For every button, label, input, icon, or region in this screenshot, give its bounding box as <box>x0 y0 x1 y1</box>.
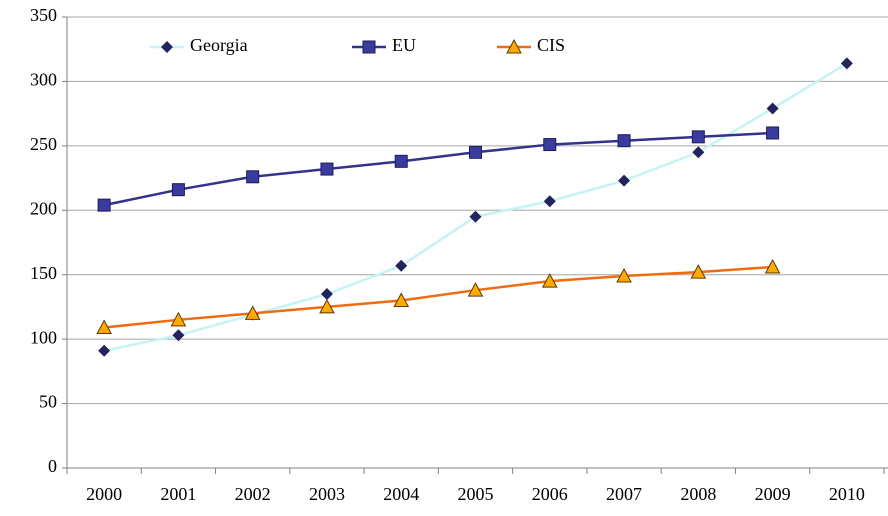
legend-marker <box>161 41 173 53</box>
series-line <box>103 131 773 207</box>
data-point <box>393 292 410 307</box>
legend-marker <box>362 40 376 54</box>
x-tick-label: 2004 <box>383 484 419 504</box>
data-point <box>98 344 111 357</box>
x-tick-label: 2000 <box>86 484 122 504</box>
data-point <box>320 162 334 176</box>
x-tick-label: 2008 <box>680 484 716 504</box>
data-point <box>766 126 780 140</box>
data-point <box>171 183 185 197</box>
data-point <box>690 264 707 279</box>
data-point <box>617 134 631 148</box>
x-tick-label: 2003 <box>309 484 345 504</box>
data-point <box>618 174 631 187</box>
y-tick-label: 0 <box>48 456 57 476</box>
y-tick-label: 50 <box>39 392 57 412</box>
x-tick-label: 2010 <box>829 484 865 504</box>
x-tick-label: 2002 <box>235 484 271 504</box>
series-line <box>103 62 848 352</box>
data-point <box>541 273 558 288</box>
y-tick-label: 250 <box>30 134 57 154</box>
y-tick-label: 300 <box>30 70 57 90</box>
data-point <box>469 210 482 223</box>
data-point <box>766 102 779 115</box>
legend-label: Georgia <box>190 35 248 55</box>
data-point <box>395 259 408 272</box>
x-tick-label: 2001 <box>160 484 196 504</box>
y-tick-label: 100 <box>30 327 57 347</box>
data-point <box>764 258 781 274</box>
y-tick-label: 350 <box>30 5 57 25</box>
data-point <box>543 195 556 208</box>
data-point <box>97 198 111 212</box>
data-point <box>692 146 705 159</box>
data-point <box>320 288 333 301</box>
series-line <box>104 265 773 329</box>
x-tick-label: 2007 <box>606 484 642 504</box>
data-point <box>543 138 557 152</box>
x-tick-label: 2005 <box>458 484 494 504</box>
data-point <box>469 145 482 159</box>
data-point <box>172 329 185 342</box>
data-point <box>319 298 335 314</box>
data-point <box>170 311 187 327</box>
data-point <box>616 267 632 283</box>
data-point <box>244 305 261 320</box>
data-point <box>691 130 705 144</box>
data-point <box>394 154 408 168</box>
data-point <box>840 57 853 70</box>
x-tick-label: 2006 <box>532 484 568 504</box>
legend-marker <box>506 38 522 54</box>
y-tick-label: 150 <box>30 263 57 283</box>
data-point <box>96 319 112 335</box>
x-tick-label: 2009 <box>755 484 791 504</box>
data-point <box>467 282 484 297</box>
data-point <box>246 170 260 184</box>
y-tick-label: 200 <box>30 198 57 218</box>
legend-label: EU <box>392 35 416 55</box>
legend-label: CIS <box>537 35 565 55</box>
